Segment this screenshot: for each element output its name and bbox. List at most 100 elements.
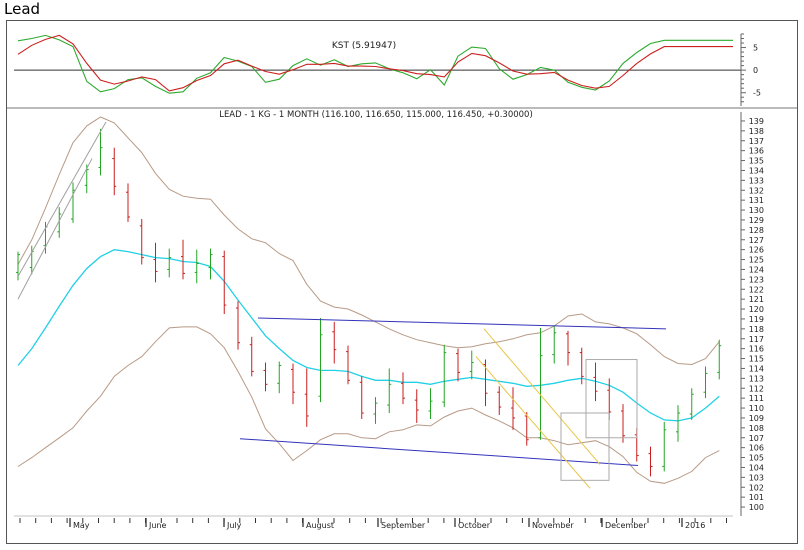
page-title: Lead: [4, 0, 41, 18]
price-tick-label: 120: [749, 305, 764, 314]
price-tick-label: 133: [749, 176, 764, 185]
candle-up: [57, 207, 62, 238]
price-tick-label: 121: [749, 295, 764, 304]
price-tick-label: 114: [749, 364, 764, 373]
breakout-box: [585, 359, 638, 439]
x-axis-label: June: [148, 521, 167, 530]
candle-down: [414, 389, 419, 423]
candle-up: [71, 182, 75, 223]
candle-up: [194, 249, 199, 284]
x-axis-label: May: [73, 521, 90, 530]
price-tick-label: 132: [749, 186, 764, 195]
price-tick-label: 118: [749, 325, 764, 334]
x-axis-label: July: [226, 521, 242, 530]
candle-up: [277, 361, 282, 394]
price-panel: 1001011021031041051061071081091101111121…: [16, 112, 764, 516]
candle-down: [524, 412, 529, 446]
candle-up: [689, 388, 694, 420]
candle-up: [318, 317, 323, 403]
kst-tick-label: -5: [753, 89, 761, 98]
candle-up: [662, 421, 667, 472]
x-axis-label: August: [306, 521, 334, 530]
candle-down: [263, 362, 268, 392]
price-tick-label: 127: [749, 236, 764, 245]
price-tick-label: 131: [749, 196, 764, 205]
candle-down: [181, 239, 185, 280]
candle-down: [304, 368, 309, 427]
price-tick-label: 139: [749, 117, 764, 126]
candle-down: [291, 363, 295, 405]
price-tick-label: 105: [749, 454, 764, 463]
price-tick-label: 124: [749, 265, 764, 274]
price-tick-label: 135: [749, 157, 764, 166]
candle-up: [442, 344, 447, 408]
candle-down: [126, 183, 130, 222]
chart-frame: 50-5 10010110210310410510610710810911011…: [6, 20, 798, 544]
price-tick-label: 136: [749, 147, 764, 156]
candle-up: [703, 366, 708, 399]
candle-down: [153, 242, 158, 283]
candle-up: [717, 339, 722, 380]
chart-border: [6, 20, 798, 544]
candle-up: [676, 405, 680, 442]
candle-down: [359, 376, 364, 419]
price-tick-label: 107: [749, 434, 764, 443]
price-tick-label: 126: [749, 246, 764, 255]
moving-average-line: [17, 249, 720, 422]
candle-down: [456, 348, 460, 382]
candle-down: [222, 250, 227, 314]
price-tick-label: 125: [749, 256, 764, 265]
candle-down: [497, 386, 502, 415]
x-axis-label: 2016: [685, 521, 705, 530]
down-channel-upper: [483, 328, 601, 465]
x-axis-label: November: [532, 521, 574, 530]
consolidation-box: [560, 412, 610, 481]
candle-down: [139, 218, 144, 265]
price-tick-label: 123: [749, 275, 764, 284]
lower-band-line: [17, 326, 720, 484]
x-axis-label: December: [605, 521, 647, 530]
price-tick-label: 111: [749, 394, 764, 403]
price-tick-label: 116: [749, 345, 764, 354]
candle-up: [98, 128, 103, 176]
price-tick-label: 102: [749, 483, 764, 492]
candle-up: [552, 325, 557, 364]
price-tick-label: 134: [749, 166, 764, 175]
upper-band-line: [17, 116, 720, 366]
price-tick-label: 128: [749, 226, 764, 235]
price-tick-label: 119: [749, 315, 764, 324]
candle-down: [566, 330, 570, 366]
price-title: LEAD - 1 KG - 1 MONTH (116.100, 116.650,…: [219, 110, 533, 120]
rising-line-inner: [17, 158, 93, 300]
kst-tick-label: 5: [753, 44, 758, 53]
price-tick-label: 138: [749, 127, 764, 136]
price-tick-label: 108: [749, 424, 764, 433]
candle-down: [249, 336, 254, 377]
price-tick-label: 100: [749, 503, 764, 512]
candle-up: [538, 327, 543, 440]
trend-channel-top: [257, 317, 667, 330]
x-axis-label: October: [458, 521, 491, 530]
candle-down: [579, 347, 584, 385]
candle-up: [469, 350, 474, 380]
price-tick-label: 130: [749, 206, 764, 215]
price-tick-label: 101: [749, 493, 764, 502]
price-tick-label: 106: [749, 444, 764, 453]
kst-title: KST (5.91947): [332, 41, 396, 51]
candle-down: [346, 345, 350, 385]
candle-up: [428, 388, 433, 419]
price-tick-label: 122: [749, 285, 764, 294]
candle-up: [387, 368, 392, 413]
price-tick-label: 112: [749, 384, 764, 393]
trend-channel-bottom: [239, 438, 639, 466]
down-channel-lower: [475, 356, 591, 489]
candle-down: [621, 404, 625, 443]
candle-up: [373, 397, 378, 424]
candle-down: [236, 301, 240, 350]
price-tick-label: 104: [749, 463, 764, 472]
x-axis: May June July August September October Novembe…: [14, 515, 733, 530]
candle-down: [593, 362, 598, 402]
candle-down: [648, 446, 653, 477]
candle-down: [401, 372, 405, 405]
candle-down: [511, 387, 515, 430]
